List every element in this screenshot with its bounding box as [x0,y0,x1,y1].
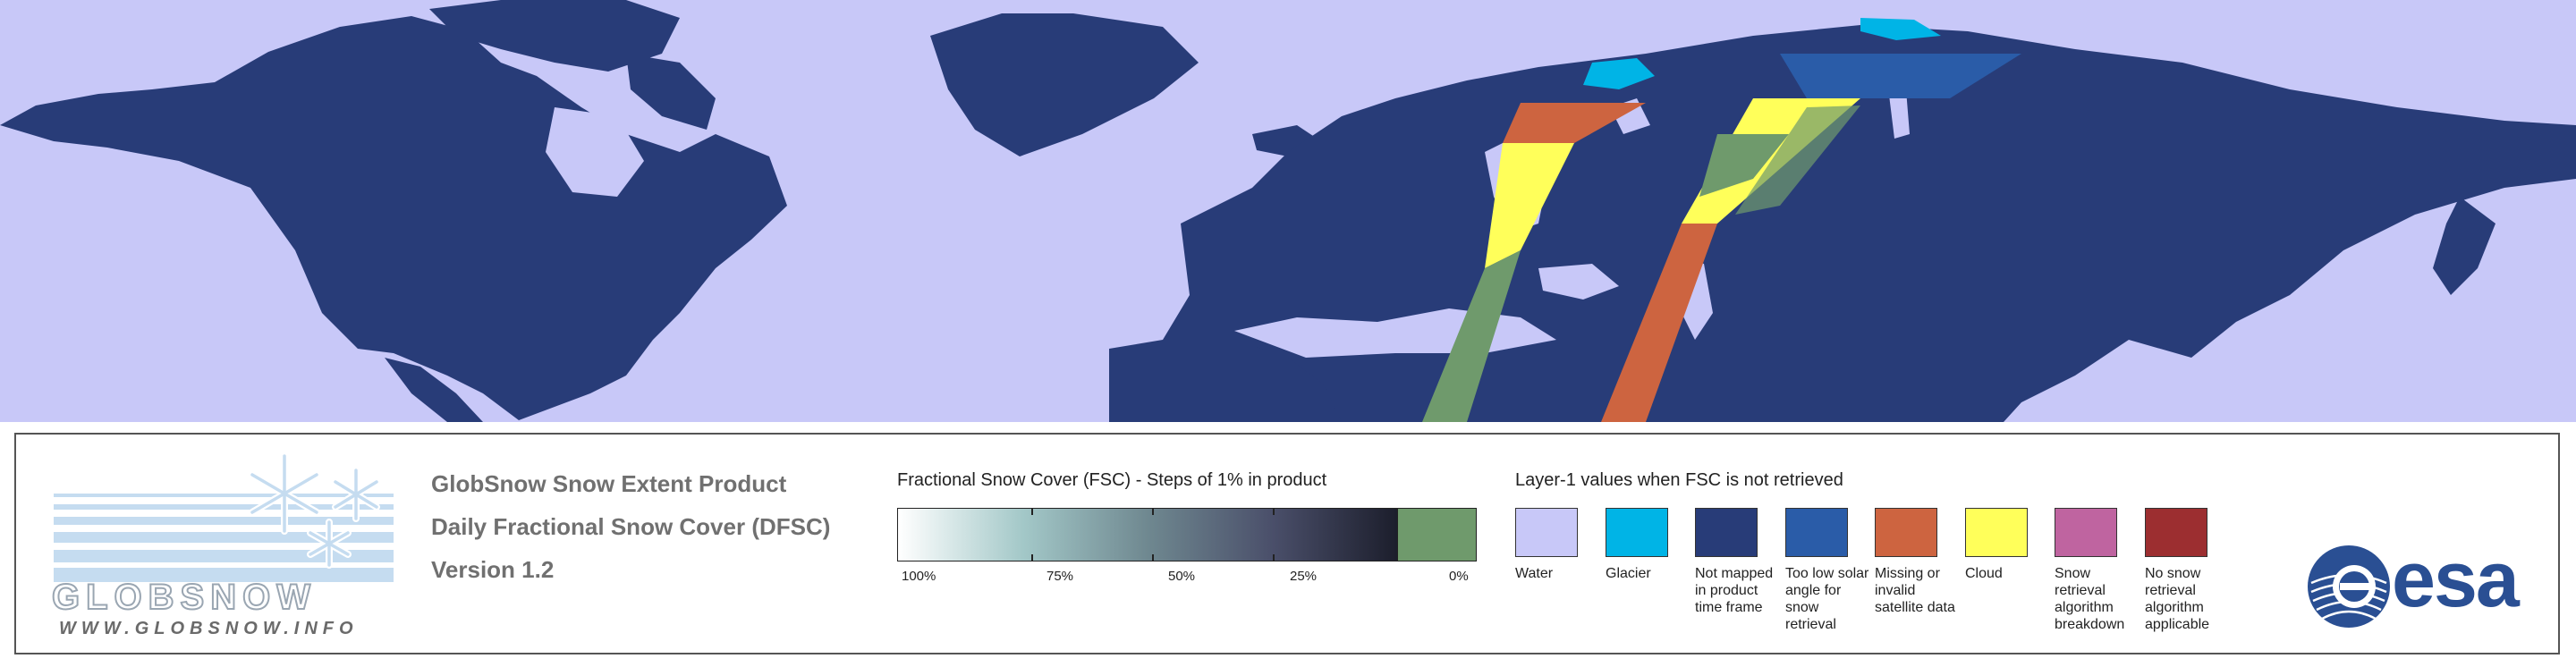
layer1-swatch-2 [1695,508,1758,557]
globsnow-url: WWW.GLOBSNOW.INFO [59,619,359,638]
swath-west-missing-data [1503,103,1646,143]
glacier-novaya-zemlya [1860,18,1941,40]
esa-logo: esa [2304,535,2546,631]
layer1-label-7: No snow retrieval algorithm applicable [2145,566,2210,632]
japan [2433,197,2496,295]
layer1-label-3: Too low solar angle for snow retrieval [1785,566,1869,632]
layer1-swatch-5 [1965,508,2028,557]
layer1-swatch-0 [1515,508,1578,557]
layer1-label-1: Glacier [1606,566,1651,581]
product-title: GlobSnow Snow Extent Product [431,470,787,497]
fsc-tick-50: 50% [1168,569,1196,584]
layer1-label-5: Cloud [1965,566,2003,581]
glacier-svalbard [1583,58,1655,89]
layer1-swatch-3 [1785,508,1848,557]
legend-panel: GLOBSNOW WWW.GLOBSNOW.INFO GlobSnow Snow… [14,433,2560,654]
black-sea [1538,264,1619,300]
satellite-swaths [1422,54,2021,422]
greenland [930,13,1199,156]
layer1-label-6: Snow retrieval algorithm breakdown [2055,566,2125,632]
swath-west-cloud [1485,143,1574,268]
layer1-label-4: Missing or invalid satellite data [1875,566,1955,615]
layer1-label-2: Not mapped in product time frame [1695,566,1774,615]
esa-emblem-icon [2308,545,2390,628]
layer1-swatch-4 [1875,508,1937,557]
central-america [385,358,483,422]
hudson-bay [546,107,644,197]
fsc-tick-0: 0% [1449,569,1469,584]
layer1-swatch-7 [2145,508,2207,557]
fsc-tick-marks [897,508,1477,561]
fsc-tick-100: 100% [902,569,936,584]
snowflake-stripes-icon [54,452,394,582]
globsnow-wordmark: GLOBSNOW [51,577,317,618]
swath-east-low-solar [1780,54,2021,98]
fsc-tick-75: 75% [1046,569,1074,584]
product-version: Version 1.2 [431,556,555,583]
swath-east-snow [1699,134,1789,197]
swath-east-missing-data [1601,224,1717,422]
globsnow-logo: GLOBSNOW WWW.GLOBSNOW.INFO [34,449,410,638]
fsc-scale-title: Fractional Snow Cover (FSC) - Steps of 1… [897,470,1327,490]
baffin-island [626,54,716,130]
canadian-arctic-islands [429,0,680,72]
fsc-gradient-bar [897,508,1398,561]
swath-west-snow-free [1422,250,1521,422]
layer1-swatch-6 [2055,508,2117,557]
layer1-title: Layer-1 values when FSC is not retrieved [1515,470,1843,490]
swath-east-snow-free [1735,106,1860,215]
fsc-tick-25: 25% [1290,569,1318,584]
snow-cover-map [0,0,2576,422]
layer1-swatch-1 [1606,508,1668,557]
fsc-zero-swatch [1398,508,1477,561]
esa-wordmark: esa [2392,535,2520,623]
north-africa [1109,340,1342,422]
layer1-label-0: Water [1515,566,1554,581]
product-subtitle: Daily Fractional Snow Cover (DFSC) [431,513,831,540]
